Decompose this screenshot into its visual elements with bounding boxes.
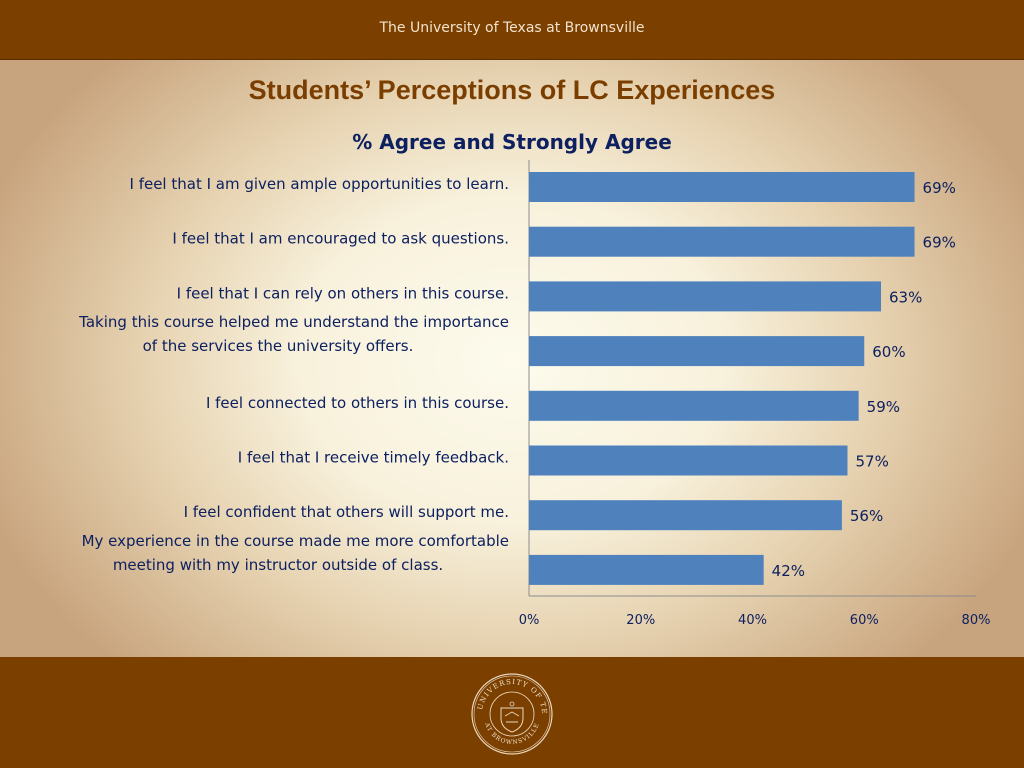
bar bbox=[529, 226, 915, 257]
header-bar: The University of Texas at Brownsville bbox=[0, 0, 1024, 60]
bar bbox=[529, 172, 915, 202]
university-seal-icon: THE UNIVERSITY OF TEXAS AT BROWNSVILLE bbox=[470, 672, 553, 755]
slide-body: Students’ Perceptions of LC Experiences … bbox=[0, 60, 1024, 657]
seal-top-text: THE UNIVERSITY OF TEXAS bbox=[470, 672, 548, 715]
category-label: I feel that I am encouraged to ask quest… bbox=[172, 230, 509, 248]
data-label: 69% bbox=[923, 234, 956, 252]
header-title: The University of Texas at Brownsville bbox=[379, 20, 645, 36]
bar bbox=[529, 445, 848, 476]
data-label: 57% bbox=[855, 453, 888, 471]
data-label: 42% bbox=[772, 562, 805, 580]
x-tick-label: 20% bbox=[626, 613, 655, 628]
data-label: 56% bbox=[850, 507, 883, 525]
data-label: 69% bbox=[923, 179, 956, 197]
category-label: Taking this course helped me understand … bbox=[78, 313, 509, 331]
bar bbox=[529, 554, 764, 585]
data-label: 63% bbox=[889, 288, 922, 306]
category-label: I feel confident that others will suppor… bbox=[184, 503, 509, 521]
data-label: 60% bbox=[872, 343, 905, 361]
seal-bottom-text: AT BROWNSVILLE bbox=[483, 721, 541, 746]
category-label: I feel that I can rely on others in this… bbox=[177, 284, 509, 302]
bar bbox=[529, 500, 842, 531]
category-label: I feel that I am given ample opportuniti… bbox=[130, 175, 510, 193]
footer-bar: THE UNIVERSITY OF TEXAS AT BROWNSVILLE bbox=[0, 657, 1024, 768]
bar bbox=[529, 390, 859, 421]
category-label: My experience in the course made me more… bbox=[82, 532, 509, 550]
bar bbox=[529, 281, 882, 312]
x-tick-label: 80% bbox=[962, 613, 991, 628]
category-label: of the services the university offers. bbox=[143, 337, 414, 355]
data-label: 59% bbox=[867, 398, 900, 416]
category-label: meeting with my instructor outside of cl… bbox=[113, 556, 443, 574]
bar bbox=[529, 336, 865, 367]
category-label: I feel that I receive timely feedback. bbox=[238, 449, 509, 467]
category-label: I feel connected to others in this cours… bbox=[206, 394, 509, 412]
bar-chart: 69% I feel that I am given ample opportun… bbox=[78, 160, 991, 628]
x-tick-label: 0% bbox=[519, 613, 540, 628]
x-tick-label: 40% bbox=[738, 613, 767, 628]
x-tick-label: 60% bbox=[850, 613, 879, 628]
slide-title: Students’ Perceptions of LC Experiences bbox=[248, 75, 776, 105]
chart-subtitle: % Agree and Strongly Agree bbox=[352, 130, 672, 154]
